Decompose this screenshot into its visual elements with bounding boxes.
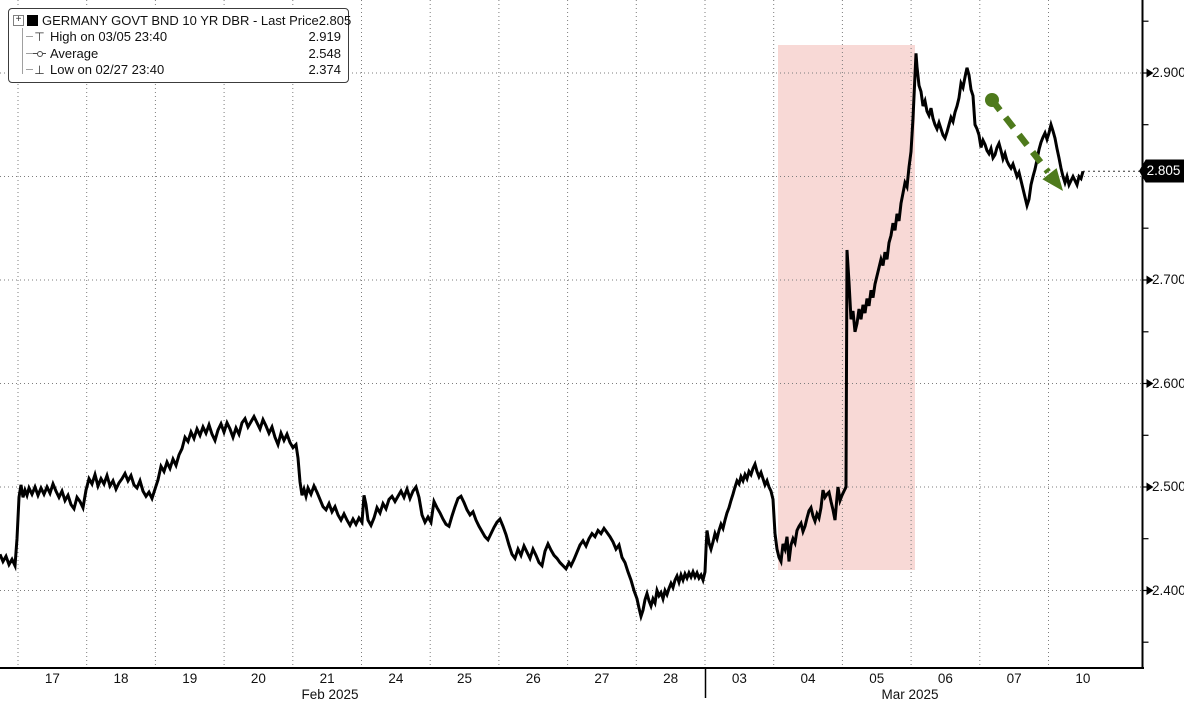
high-label: High on 03/05 23:40 <box>50 29 168 45</box>
x-tick-label: 04 <box>800 671 816 686</box>
x-tick-label: 24 <box>388 671 404 686</box>
x-tick-label: 17 <box>44 671 60 686</box>
x-tick-label: 10 <box>1075 671 1091 686</box>
x-tick-label: 25 <box>457 671 473 686</box>
tree-stub <box>26 36 33 38</box>
trend-arrow-annotation <box>985 93 1063 191</box>
x-tick-label: 07 <box>1006 671 1022 686</box>
average-label: Average <box>50 45 99 61</box>
y-tick-label: 2.600 <box>1152 375 1184 391</box>
high-value: 2.919 <box>308 29 341 45</box>
x-tick-label: 21 <box>319 671 335 686</box>
legend-tree-line <box>22 28 23 74</box>
legend-row-high[interactable]: ⊤ High on 03/05 23:40 2.919 <box>13 29 341 46</box>
y-tick-label: 2.700 <box>1152 272 1184 287</box>
legend-box: + GERMANY GOVT BND 10 YR DBR - Last Pric… <box>8 8 351 83</box>
y-tick-label: 2.900 <box>1152 65 1184 80</box>
price-line <box>0 53 1085 622</box>
month-label-feb: Feb 2025 <box>301 687 359 701</box>
low-label: Low on 02/27 23:40 <box>50 62 165 78</box>
y-tick-label: 2.400 <box>1152 582 1184 598</box>
x-tick-label: 26 <box>525 671 541 686</box>
tree-stub <box>26 69 33 71</box>
x-tick-label: 03 <box>731 671 747 686</box>
month-label-mar: Mar 2025 <box>881 687 939 701</box>
y-axis-ticks <box>1142 20 1154 643</box>
tree-stub <box>26 52 33 54</box>
horizontal-gridlines <box>0 72 1143 591</box>
last-price-badge: 2.805 <box>1139 159 1184 183</box>
low-value: 2.374 <box>308 62 341 78</box>
x-tick-label: 05 <box>869 671 885 686</box>
low-marker-icon: ⊥ <box>34 62 45 77</box>
x-tick-label: 28 <box>663 671 679 686</box>
x-tick-label: 19 <box>182 671 198 686</box>
x-tick-label: 27 <box>594 671 610 686</box>
average-marker-icon <box>33 49 46 58</box>
legend-row-series[interactable]: + GERMANY GOVT BND 10 YR DBR - Last Pric… <box>13 12 351 29</box>
series-label: GERMANY GOVT BND 10 YR DBR - Last Price <box>42 12 319 28</box>
legend-row-average[interactable]: Average 2.548 <box>13 45 341 62</box>
series-color-swatch <box>27 14 38 26</box>
y-tick-label: 2.500 <box>1152 479 1184 494</box>
series-last-price: 2.805 <box>318 12 352 28</box>
average-value: 2.548 <box>308 45 341 61</box>
high-marker-icon: ⊤ <box>34 29 45 44</box>
legend-row-low[interactable]: ⊥ Low on 02/27 23:40 2.374 <box>13 62 341 79</box>
expand-icon[interactable]: + <box>13 14 24 26</box>
x-tick-label: 20 <box>250 671 266 686</box>
x-tick-label: 06 <box>937 671 953 686</box>
x-tick-label: 18 <box>113 671 129 686</box>
